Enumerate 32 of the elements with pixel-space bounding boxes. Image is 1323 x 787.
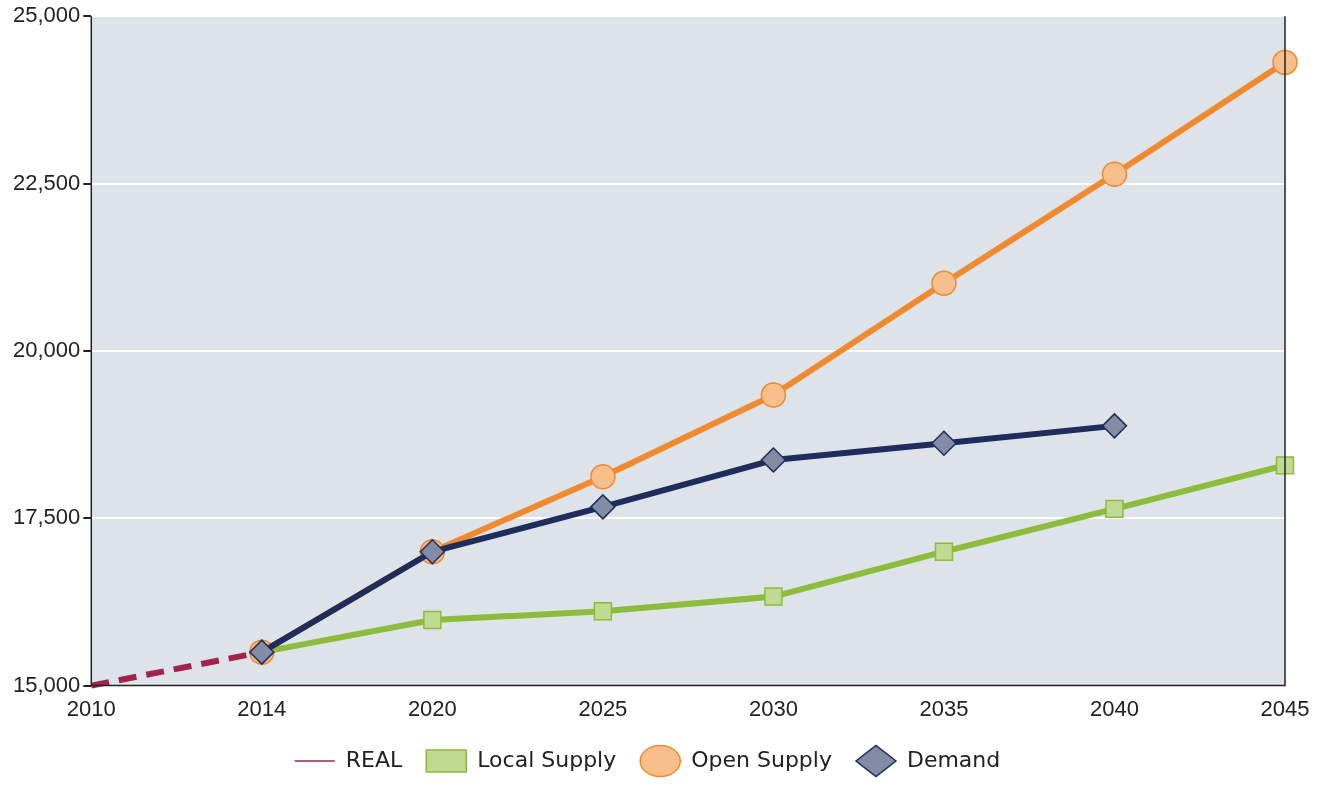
x-tick-label: 2014 <box>237 695 287 721</box>
point <box>760 382 787 408</box>
y-tick-label: 15,000 <box>12 671 81 697</box>
y-tick-label: 25,000 <box>12 2 81 28</box>
x-tick-label: 2030 <box>748 695 798 721</box>
point <box>1101 413 1128 439</box>
point <box>593 602 613 621</box>
point <box>760 447 787 473</box>
x-tick-label: 2035 <box>919 695 969 721</box>
point <box>590 494 616 520</box>
x-tick-label: 2010 <box>66 695 116 721</box>
point <box>590 464 616 490</box>
point <box>931 430 957 457</box>
point <box>1275 456 1295 475</box>
legend-label: Local Supply <box>477 746 617 772</box>
y-tick-label: 20,000 <box>12 336 81 362</box>
y-tick-label: 17,500 <box>12 504 81 530</box>
legend-label: Demand <box>906 746 1001 772</box>
point <box>931 270 957 297</box>
legend-label: Open Supply <box>691 746 832 772</box>
x-tick-label: 2025 <box>578 695 628 721</box>
legend-label: REAL <box>345 746 403 772</box>
x-tick-label: 2040 <box>1089 695 1139 721</box>
point <box>1272 49 1298 76</box>
point <box>934 542 954 561</box>
y-tick-label: 22,500 <box>12 169 81 195</box>
x-tick-label: 2045 <box>1260 695 1310 721</box>
point <box>1101 161 1128 187</box>
point <box>1105 499 1124 519</box>
point <box>423 610 442 630</box>
x-tick-label: 2020 <box>407 695 457 721</box>
point <box>764 587 783 606</box>
